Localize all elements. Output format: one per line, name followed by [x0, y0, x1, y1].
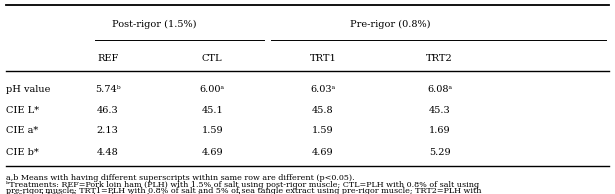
Text: 6.03ᵃ: 6.03ᵃ — [310, 85, 336, 94]
Text: 4.48: 4.48 — [97, 148, 119, 157]
Text: REF: REF — [97, 54, 118, 63]
Text: CTL: CTL — [202, 54, 223, 63]
Text: 45.1: 45.1 — [201, 106, 223, 115]
Text: 45.8: 45.8 — [312, 106, 334, 115]
Text: 46.3: 46.3 — [97, 106, 119, 115]
Text: pH value: pH value — [6, 85, 50, 94]
Text: 4.69: 4.69 — [201, 148, 223, 157]
Text: Pre-rigor (0.8%): Pre-rigor (0.8%) — [351, 20, 430, 29]
Text: 6.00ᵃ: 6.00ᵃ — [200, 85, 224, 94]
Text: 5.29: 5.29 — [429, 148, 451, 157]
Text: ᵇTreatments: REF=Pork loin ham (PLH) with 1.5% of salt using post-rigor muscle; : ᵇTreatments: REF=Pork loin ham (PLH) wit… — [6, 181, 479, 189]
Text: CIE a*: CIE a* — [6, 126, 38, 135]
Text: a,b Means with having different superscripts within same row are different (p<0.: a,b Means with having different superscr… — [6, 174, 355, 182]
Text: pre-rigor muscle; TRT1=PLH with 0.8% of salt and 5% of sea tangle extract using : pre-rigor muscle; TRT1=PLH with 0.8% of … — [6, 187, 482, 194]
Text: 0.8% and 10% of sea tangle extract using pre-rigor muscle: 0.8% and 10% of sea tangle extract using… — [6, 192, 245, 194]
Text: 1.59: 1.59 — [201, 126, 223, 135]
Text: CIE L*: CIE L* — [6, 106, 39, 115]
Text: 1.69: 1.69 — [429, 126, 451, 135]
Text: 6.08ᵃ: 6.08ᵃ — [427, 85, 452, 94]
Text: TRT1: TRT1 — [309, 54, 336, 63]
Text: 1.59: 1.59 — [312, 126, 334, 135]
Text: 5.74ᵇ: 5.74ᵇ — [95, 85, 121, 94]
Text: 45.3: 45.3 — [429, 106, 451, 115]
Text: CIE b*: CIE b* — [6, 148, 39, 157]
Text: Post-rigor (1.5%): Post-rigor (1.5%) — [111, 20, 196, 29]
Text: 2.13: 2.13 — [97, 126, 119, 135]
Text: 4.69: 4.69 — [312, 148, 334, 157]
Text: TRT2: TRT2 — [426, 54, 453, 63]
